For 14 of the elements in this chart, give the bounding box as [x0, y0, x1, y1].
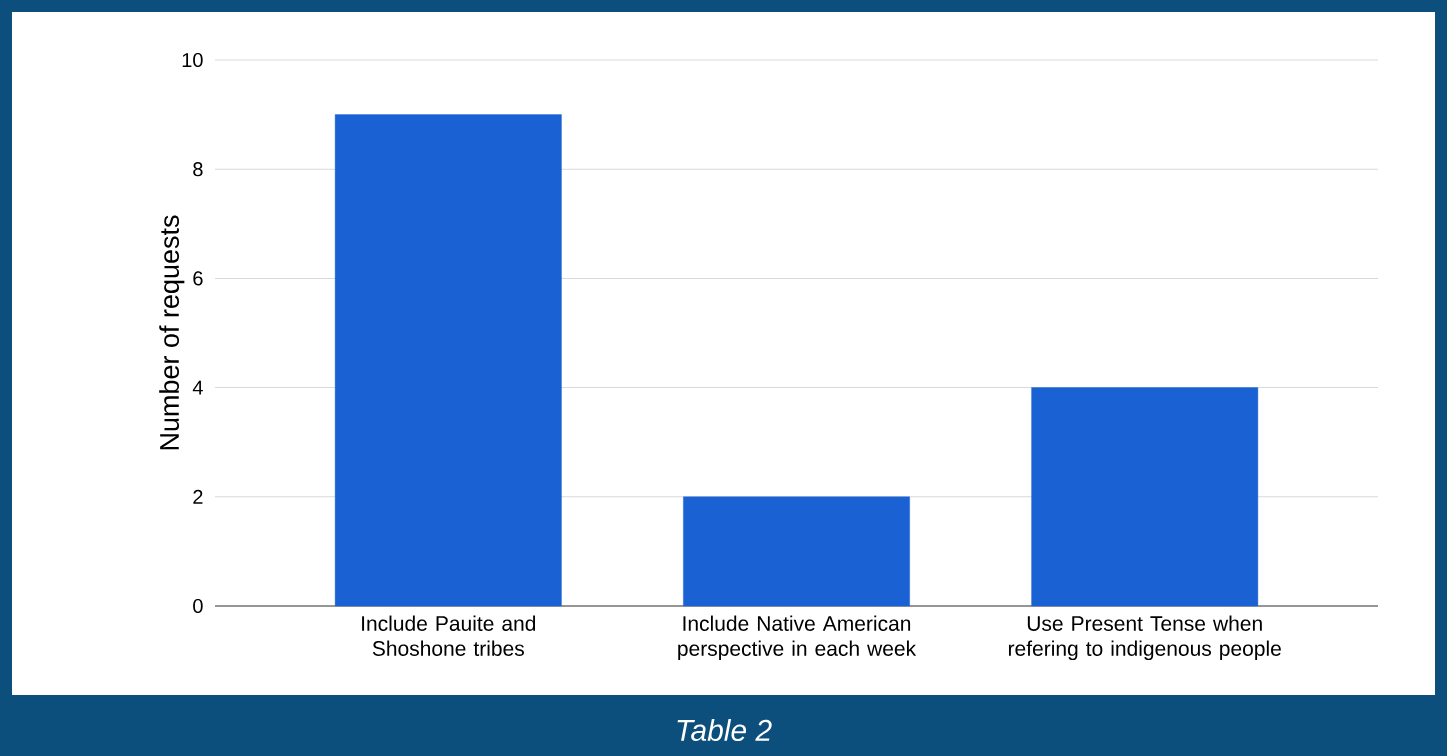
y-tick-label: 6 [193, 271, 203, 286]
x-tick-label: Use Present Tense when refering to indigenous people [1008, 615, 1281, 661]
y-tick-label: 0 [193, 598, 203, 614]
y-tick-label: 8 [193, 162, 203, 177]
caption: Table 2 [677, 718, 772, 742]
bar [1031, 387, 1259, 607]
x-tick-label: Include Native American perspective in each week [678, 615, 917, 661]
bar [683, 496, 910, 607]
x-tick-label: Include Pauite and Shoshone tribes [362, 615, 536, 656]
y-tick-label: 10 [182, 52, 203, 68]
y-tick-label: 2 [193, 489, 203, 504]
bar [334, 114, 562, 607]
y-axis-title: Number of requests [159, 215, 185, 450]
y-tick-label: 4 [192, 380, 203, 395]
